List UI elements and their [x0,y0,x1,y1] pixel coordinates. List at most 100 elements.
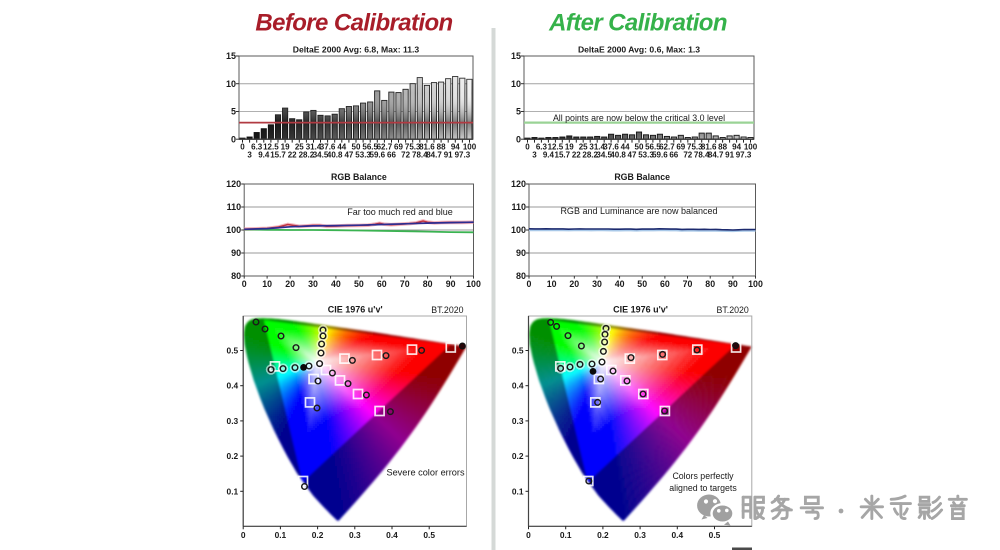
svg-text:RGB Balance: RGB Balance [331,172,387,182]
svg-text:15.7: 15.7 [555,150,571,159]
svg-text:60: 60 [660,279,670,289]
svg-text:30: 30 [308,279,318,289]
svg-text:5: 5 [516,107,521,117]
svg-text:80: 80 [231,271,241,281]
svg-text:100: 100 [748,279,763,289]
svg-text:88: 88 [718,142,727,151]
svg-text:62.7: 62.7 [659,142,675,151]
svg-text:22: 22 [572,150,581,159]
svg-text:10: 10 [226,79,236,89]
svg-text:0.5: 0.5 [709,530,721,540]
svg-text:120: 120 [226,179,241,189]
svg-text:12.5: 12.5 [548,142,564,151]
svg-text:50: 50 [354,279,364,289]
svg-text:44: 44 [621,142,630,151]
svg-text:9.4: 9.4 [258,150,270,159]
svg-text:50: 50 [635,142,644,151]
svg-text:0.5: 0.5 [423,530,435,540]
svg-text:110: 110 [511,202,526,212]
svg-text:DeltaE 2000 Avg: 6.8, Max: 11.: DeltaE 2000 Avg: 6.8, Max: 11.3 [293,45,420,55]
svg-text:20: 20 [285,279,295,289]
svg-text:28.2: 28.2 [582,150,598,159]
svg-text:100: 100 [226,225,241,235]
svg-text:84.7: 84.7 [708,150,724,159]
svg-text:56.5: 56.5 [645,142,661,151]
svg-text:0.1: 0.1 [512,486,524,496]
svg-text:94: 94 [732,142,741,151]
svg-text:0: 0 [242,279,247,289]
svg-text:0.3: 0.3 [512,416,524,426]
svg-text:15: 15 [226,51,236,61]
svg-text:75.3: 75.3 [687,142,703,151]
svg-text:9.4: 9.4 [543,150,555,159]
svg-text:91: 91 [725,150,734,159]
svg-text:100: 100 [511,225,526,235]
svg-text:47: 47 [344,150,353,159]
svg-text:66: 66 [669,150,678,159]
svg-text:0.2: 0.2 [312,530,324,540]
svg-text:0.4: 0.4 [671,530,683,540]
svg-text:0: 0 [516,134,521,144]
svg-text:BT.2020: BT.2020 [717,305,749,315]
svg-text:50: 50 [637,279,647,289]
svg-text:90: 90 [231,248,241,258]
svg-text:0: 0 [241,530,246,540]
svg-text:0.4: 0.4 [512,381,524,391]
svg-text:40.8: 40.8 [327,150,343,159]
svg-text:25: 25 [295,142,304,151]
svg-text:90: 90 [446,279,456,289]
svg-text:0.3: 0.3 [634,530,646,540]
svg-text:59.6: 59.6 [370,150,386,159]
svg-text:100: 100 [744,142,758,151]
svg-text:DeltaE 2000 Avg: 0.6, Max: 1.3: DeltaE 2000 Avg: 0.6, Max: 1.3 [578,45,700,55]
svg-text:12.5: 12.5 [263,142,279,151]
svg-text:0: 0 [526,530,531,540]
svg-text:6.3: 6.3 [251,142,263,151]
svg-text:37.6: 37.6 [603,142,619,151]
svg-text:72: 72 [683,150,692,159]
svg-text:56.5: 56.5 [362,142,378,151]
svg-text:Far too much red and blue: Far too much red and blue [347,207,453,217]
svg-text:Before Calibration: Before Calibration [255,10,452,37]
svg-text:0.2: 0.2 [227,451,239,461]
svg-text:78.4: 78.4 [694,150,710,159]
svg-text:0.1: 0.1 [275,530,287,540]
svg-text:22: 22 [288,150,297,159]
svg-text:40: 40 [615,279,625,289]
svg-text:0.5: 0.5 [227,346,239,356]
svg-text:19: 19 [281,142,290,151]
svg-text:10: 10 [262,279,272,289]
svg-text:84.7: 84.7 [426,150,442,159]
svg-text:After Calibration: After Calibration [548,10,727,37]
svg-text:28.2: 28.2 [299,150,315,159]
svg-text:110: 110 [227,202,242,212]
svg-text:91: 91 [444,150,453,159]
svg-text:80: 80 [705,279,715,289]
svg-text:3: 3 [532,150,537,159]
svg-text:66: 66 [387,150,396,159]
svg-text:19: 19 [565,142,574,151]
svg-text:0: 0 [231,134,236,144]
svg-text:RGB and Luminance are now bala: RGB and Luminance are now balanced [560,206,717,216]
svg-text:0: 0 [525,142,530,151]
svg-text:0.3: 0.3 [227,416,239,426]
svg-text:69: 69 [394,142,403,151]
svg-text:31.4: 31.4 [306,142,322,151]
svg-text:59.6: 59.6 [652,150,668,159]
svg-text:All points are now below the c: All points are now below the critical 3.… [553,113,725,123]
svg-text:0.2: 0.2 [597,530,609,540]
svg-text:50: 50 [352,142,361,151]
svg-text:10: 10 [547,279,557,289]
svg-text:5: 5 [231,107,236,117]
svg-text:0.2: 0.2 [512,451,524,461]
svg-text:69: 69 [676,142,685,151]
svg-text:70: 70 [400,279,410,289]
svg-text:0.4: 0.4 [227,381,239,391]
svg-text:15.7: 15.7 [270,150,286,159]
svg-text:78.4: 78.4 [412,150,428,159]
svg-text:25: 25 [579,142,588,151]
svg-text:15: 15 [511,51,521,61]
svg-text:0.1: 0.1 [560,530,572,540]
svg-text:BT.2020: BT.2020 [431,305,463,315]
svg-text:37.6: 37.6 [320,142,336,151]
